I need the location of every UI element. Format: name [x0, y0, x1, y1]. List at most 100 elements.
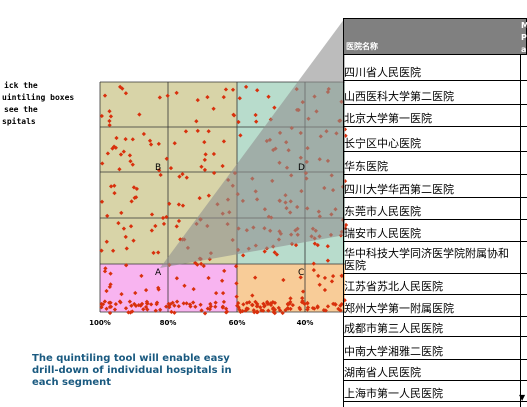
- table-row[interactable]: 成都市第三人民医院: [343, 317, 527, 337]
- table-row[interactable]: 长宁区中心医院: [343, 127, 527, 152]
- dot: [174, 276, 180, 281]
- dot: [195, 97, 200, 103]
- dot: [184, 175, 189, 180]
- dot: [241, 253, 246, 258]
- note-line: uintiling boxes: [2, 93, 75, 102]
- dot: [102, 93, 108, 98]
- x-tick-label: 100%: [89, 319, 111, 327]
- dot: [311, 261, 316, 266]
- table-row[interactable]: 山西医科大学第二医院: [343, 81, 527, 105]
- dot: [252, 310, 257, 315]
- dot: [317, 282, 322, 287]
- segment-label: D: [298, 163, 305, 173]
- dot: [172, 141, 177, 146]
- dot: [322, 287, 328, 293]
- table-row[interactable]: 郑州大学第一附属医院: [343, 295, 527, 317]
- dot: [121, 226, 127, 231]
- dot: [131, 185, 137, 190]
- dot: [129, 303, 134, 308]
- dot: [305, 300, 310, 306]
- hospital-name: 长宁区中心医院: [344, 137, 421, 150]
- dot: [325, 304, 331, 309]
- dot: [108, 114, 114, 119]
- table-row[interactable]: 东莞市人民医院: [343, 198, 527, 220]
- note-line: see the: [4, 105, 38, 114]
- dot: [220, 304, 226, 309]
- dot: [161, 221, 167, 227]
- hospital-name: 山西医科大学第二医院: [344, 90, 454, 103]
- dot: [234, 281, 239, 286]
- dot: [144, 299, 150, 304]
- dot: [274, 252, 280, 257]
- note-line: ick the: [4, 81, 38, 90]
- dot: [300, 296, 305, 301]
- dot: [224, 306, 229, 311]
- dot: [176, 304, 181, 309]
- dot: [236, 300, 241, 306]
- dot: [236, 119, 241, 125]
- table-row[interactable]: 湖南省人民医院: [343, 360, 527, 381]
- dot: [336, 306, 341, 312]
- dot: [176, 218, 182, 224]
- dot: [105, 151, 110, 156]
- dot: [254, 304, 260, 309]
- table-row[interactable]: 北京大学第一医院: [343, 105, 527, 127]
- dot: [290, 303, 295, 308]
- dot: [330, 274, 336, 279]
- table-row[interactable]: 瑞安市人民医院: [343, 220, 527, 242]
- dot: [183, 129, 189, 134]
- dot: [287, 301, 292, 306]
- table-row[interactable]: 华东医院: [343, 152, 527, 175]
- dot: [238, 133, 243, 138]
- header-text: M: [521, 21, 527, 30]
- drilldown-wedge: [160, 18, 345, 268]
- dot: [127, 299, 132, 304]
- dot: [315, 305, 320, 310]
- dot: [220, 163, 225, 169]
- dot: [206, 193, 211, 198]
- dot: [193, 304, 198, 309]
- hospital-name: 郑州大学第一附属医院: [344, 302, 454, 315]
- dot: [250, 293, 255, 298]
- dot: [174, 299, 180, 304]
- table-row[interactable]: 四川省人民医院: [343, 55, 527, 81]
- dot: [156, 168, 162, 173]
- dot: [205, 94, 210, 100]
- note-line: spitals: [2, 117, 36, 126]
- dot: [111, 248, 116, 253]
- dot: [206, 275, 211, 281]
- dot: [136, 302, 141, 308]
- dot: [223, 87, 229, 92]
- dot: [156, 285, 161, 290]
- dot: [112, 183, 117, 188]
- dot: [298, 275, 303, 280]
- dot: [197, 195, 202, 201]
- dot: [325, 258, 331, 263]
- table-row[interactable]: 江苏省苏北人民医院: [343, 274, 527, 295]
- dot: [143, 288, 149, 293]
- dot: [108, 184, 114, 189]
- dot: [258, 305, 263, 310]
- dot: [168, 166, 174, 171]
- dot: [174, 224, 179, 229]
- table-row[interactable]: 上海市第一人民医院: [343, 381, 527, 402]
- hospital-name: 瑞安市人民医院: [344, 227, 421, 240]
- dot: [300, 289, 306, 294]
- dot: [220, 278, 225, 283]
- dot: [286, 306, 291, 311]
- dot: [254, 310, 259, 315]
- table-row[interactable]: 中南大学湘雅二医院: [343, 337, 527, 360]
- dot: [131, 238, 136, 243]
- dot: [128, 159, 133, 164]
- dot: [312, 241, 317, 246]
- dot: [221, 139, 227, 144]
- scroll-arrow[interactable]: ▼: [519, 393, 526, 402]
- dot: [104, 239, 109, 244]
- table-row[interactable]: 四川大学华西第二医院: [343, 175, 527, 198]
- dot: [221, 299, 227, 304]
- dot: [153, 223, 158, 229]
- dot: [124, 246, 129, 251]
- dot: [130, 162, 135, 167]
- dot: [202, 157, 207, 162]
- table-row[interactable]: 华中科技大学同济医学院附属协和医院: [343, 242, 527, 274]
